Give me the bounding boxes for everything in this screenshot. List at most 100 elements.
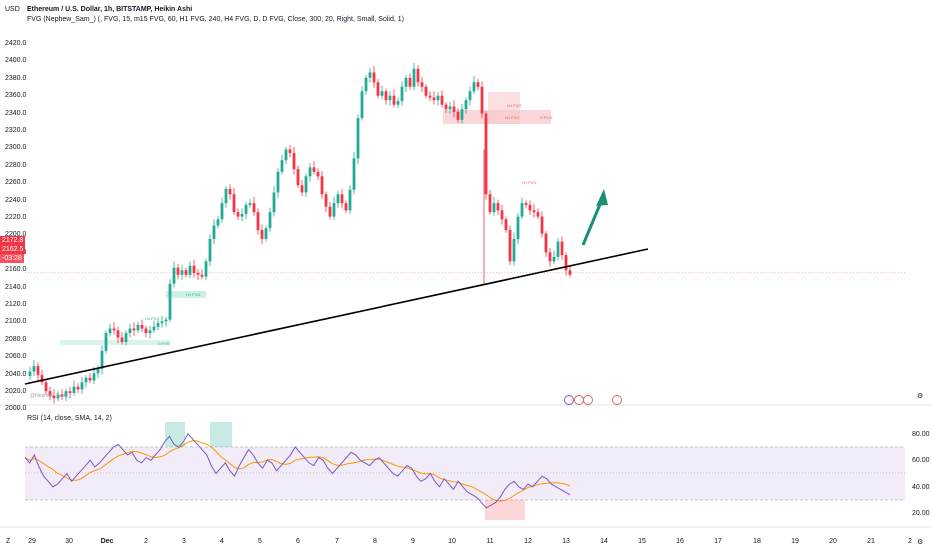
candle-body [160,321,164,324]
rsi-title[interactable]: RSI (14, close, SMA, 14, 2) [27,415,112,422]
candle-body [388,95,392,101]
candle-body [564,255,568,271]
candle-body [348,189,352,211]
time-tick-label: 7 [335,538,339,545]
candle-body [324,194,328,207]
candle-body [456,111,460,120]
trendline [24,248,649,385]
candle-body [372,72,376,83]
candle-body [524,203,528,205]
candle-body [488,194,492,213]
candle-body [140,324,144,329]
candle-body [492,203,496,213]
candle-body [180,270,184,275]
current-price-tag-top: 2172.8 [0,236,26,245]
candle-body [224,188,228,204]
candle-body [40,375,44,383]
candle-body [548,252,552,262]
candle-body [384,91,388,101]
candle-body [500,210,504,220]
candle-body [552,256,556,262]
candle-body [188,265,192,275]
green-fvg-box-top [166,291,206,298]
candle-body [472,82,476,92]
candle-body [84,377,88,383]
candle-body [484,113,488,195]
candle-body [220,203,224,220]
candle-body [156,323,160,327]
candle-body [200,274,204,277]
watermark: @Nephew_Sam_ [30,393,70,399]
rsi-tick-label: 80.00 [912,431,930,438]
candle-body [568,270,572,275]
candle-body [88,377,92,381]
candle-body [64,391,68,397]
candle-body [120,337,124,342]
current-price-tag: 2162.5 [0,245,26,254]
price-tick-label: 2060.0 [5,353,27,361]
time-tick-label: 3 [182,538,186,545]
candle-body [52,395,56,399]
price-tick-label: 2260.0 [5,179,27,187]
rsi-band [25,447,905,500]
settings-icon[interactable]: ⚙ [917,539,924,546]
symbol-legend[interactable]: Ethereum / U.S. Dollar, 1h, BITSTAMP, He… [27,6,192,13]
event-flag-icon [612,395,622,405]
price-tick-label: 2120.0 [5,301,27,308]
candle-body [264,228,268,239]
candle-body [108,328,112,334]
candle-body [272,192,276,213]
time-tick-label: 21 [867,538,875,545]
candle-body [232,194,236,213]
candle-body [448,106,452,110]
price-tick-label: 2280.0 [5,161,27,169]
candle-body [56,394,60,399]
green-fvg-label-top: H1 FVG [186,292,201,297]
price-tick-label: 2340.0 [5,109,27,117]
candle-body [76,386,80,390]
gear-icon[interactable]: ⚙ [917,393,924,400]
fvg-label-d: D FVG [540,115,553,120]
candle-body [112,328,116,331]
timezone-button[interactable]: Z [6,538,11,545]
candle-body [460,109,464,120]
price-tick-label: 2140.0 [5,283,27,291]
candle-body [316,171,320,177]
time-tick-label: 6 [296,538,300,545]
time-tick-label: 2 [144,538,148,545]
candle-body [172,267,176,284]
candle-body [332,203,336,217]
candle-body [520,203,524,217]
candle-body [416,68,420,83]
indicator-legend[interactable]: FVG (Nephew_Sam_) (, FVG, 15, m15 FVG, 6… [27,16,404,23]
time-tick-label: 30 [65,538,73,545]
candle-body [204,261,208,277]
green-fvg-label-low: D FVG [158,341,171,346]
rsi-overbought-fill [165,422,185,447]
green-fvg-box-low [60,340,170,345]
candle-body [380,91,384,96]
green-fvg-label-mid: H1 FVG [145,316,160,321]
time-tick-label: 11 [486,538,494,545]
price-tick-label: 2220.0 [5,214,27,221]
candle-body [408,77,412,87]
price-tick-label: 2080.0 [5,335,27,343]
candle-body [308,167,312,177]
price-tick-label: 2200.0 [5,231,27,239]
time-tick-label: 9 [411,538,415,545]
time-tick-label: 2 [908,538,912,545]
price-tick-label: 2160.0 [5,266,27,274]
price-tick-label: 2000.0 [5,405,27,413]
candle-body [248,203,252,205]
candle-body [336,194,340,204]
candle-body [468,91,472,101]
price-tick-label: 2300.0 [5,144,27,152]
candle-body [420,82,424,87]
price-tick-label: 2320.0 [5,127,27,134]
rsi-tick-label: 40.00 [912,484,930,491]
time-tick-label: 15 [638,538,646,545]
candle-body [48,391,52,396]
candle-body [296,169,300,186]
candle-body [28,371,32,376]
